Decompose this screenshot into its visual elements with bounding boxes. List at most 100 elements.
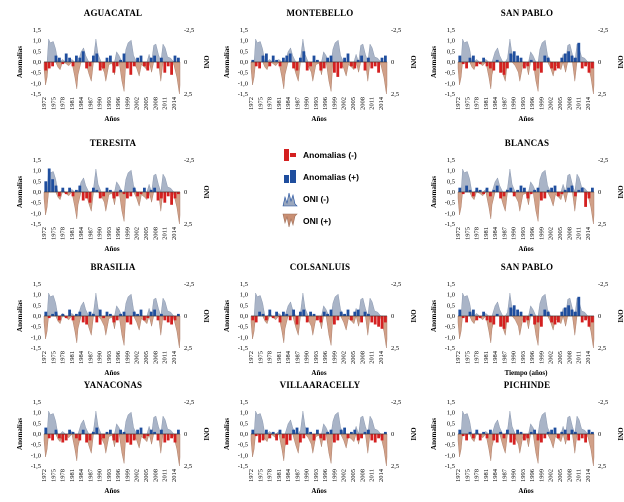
anomaly-bar-negative	[322, 434, 326, 441]
legend-swatch-icon	[282, 213, 298, 228]
anomaly-bar-negative	[478, 434, 482, 441]
x-tick-label: 1990	[511, 351, 518, 364]
x-tick-label: 2011	[576, 351, 583, 364]
anomaly-bar-negative	[275, 434, 278, 441]
anomaly-bar-positive	[265, 53, 268, 62]
anomaly-bar-positive	[543, 309, 547, 316]
y2-tick-label: -2,5	[184, 281, 194, 288]
y-tick-label: 0,0	[33, 59, 41, 66]
anomaly-bar-negative	[492, 316, 496, 325]
y-axis-label: Anomalías	[16, 300, 24, 332]
anomaly-bar-positive	[367, 313, 370, 316]
anomaly-bar-positive	[346, 53, 350, 62]
anomaly-bar-negative	[47, 62, 51, 69]
y-tick-label: 1,5	[240, 399, 248, 406]
x-tick-label: 1984	[492, 226, 499, 240]
chart-panel-7: COLSANLUIS 1,5 1,0 0,5 0,0 -0,5 -1,0 -1,5 Anomal…	[223, 262, 417, 380]
x-tick-label: 2005	[143, 227, 150, 240]
anomaly-bar-negative	[115, 62, 119, 67]
x-tick-label: 2014	[378, 96, 385, 110]
y-tick-label: 0,0	[240, 59, 248, 66]
x-tick-label: 1984	[492, 96, 499, 110]
x-tick-label: 1990	[511, 227, 518, 240]
anomaly-bar-negative	[584, 316, 587, 321]
oni-negative-area	[44, 292, 180, 317]
x-tick-label: 2011	[162, 469, 169, 482]
x-tick-label: 2002	[548, 351, 555, 364]
anomaly-bar-positive	[122, 311, 126, 316]
x-tick-label: 1993	[106, 351, 113, 364]
x-tick-label: 2005	[350, 469, 357, 482]
anomaly-bar-negative	[143, 316, 146, 321]
y2-axis-label: ONI	[202, 185, 210, 199]
anomaly-bar-negative	[166, 62, 170, 67]
anomaly-bar-positive	[577, 42, 581, 62]
anomaly-bar-negative	[529, 192, 533, 195]
x-tick-label: 1978	[60, 469, 67, 482]
anomaly-bar-positive	[132, 311, 136, 316]
chart-title: SAN PABLO	[500, 262, 554, 272]
anomaly-bar-positive	[282, 57, 285, 62]
anomaly-bar-negative	[115, 316, 119, 321]
y2-tick-label: 0	[598, 59, 601, 66]
y-tick-label: 0,0	[447, 313, 455, 320]
chart-title: BLANCAS	[504, 138, 550, 148]
x-tick-label: 1993	[520, 469, 527, 482]
y-tick-label: 1,0	[33, 410, 41, 417]
anomaly-bar-positive	[506, 429, 509, 434]
x-tick-label: 1972	[455, 469, 462, 482]
anomaly-bar-negative	[536, 62, 540, 69]
anomaly-bar-negative	[85, 434, 88, 443]
chart-svg: 1,5 1,0 0,5 0,0 -0,5 -1,0 -1,5 Anomalías -2,5 0 2,…	[16, 281, 210, 377]
anomaly-bar-negative	[44, 62, 48, 71]
legend-label: ONI (+)	[303, 216, 332, 226]
anomaly-bar-positive	[567, 305, 570, 316]
anomaly-bar-negative	[64, 434, 68, 441]
anomaly-bar-positive	[149, 311, 153, 316]
anomaly-bar-positive	[312, 55, 316, 62]
x-tick-label: 1978	[474, 227, 481, 240]
anomaly-bar-positive	[492, 189, 496, 192]
x-tick-label: 2008	[152, 351, 159, 364]
anomaly-bar-negative	[98, 62, 102, 71]
anomaly-bar-negative	[482, 192, 485, 195]
anomaly-bar-negative	[58, 316, 61, 321]
y-tick-label: -1,0	[238, 452, 248, 459]
y2-tick-label: 2,5	[598, 221, 606, 228]
y-tick-label: -1,5	[31, 463, 41, 470]
anomaly-bar-negative	[560, 192, 564, 195]
anomaly-bar-positive	[489, 429, 492, 434]
anomaly-bar-negative	[61, 434, 65, 443]
anomaly-bar-negative	[132, 62, 136, 67]
y-tick-label: 0,0	[33, 431, 41, 438]
anomaly-bar-negative	[557, 62, 560, 69]
x-tick-label: 2011	[576, 97, 583, 110]
y-tick-label: 0,5	[33, 178, 41, 185]
anomaly-bar-negative	[322, 62, 326, 69]
x-tick-label: 1972	[455, 351, 462, 364]
anomaly-bar-negative	[146, 434, 150, 437]
anomaly-bar-negative	[278, 62, 282, 67]
x-tick-label: 1996	[529, 96, 536, 110]
chart-panel-4: TERESITA 1,5 1,0 0,5 0,0 -0,5 -1,0 -1,5 Anomalía…	[16, 138, 210, 256]
anomaly-bar-negative	[146, 192, 150, 199]
anomaly-bar-positive	[78, 311, 82, 316]
anomaly-bar-positive	[529, 431, 533, 434]
anomaly-bar-negative	[64, 192, 68, 195]
anomaly-bar-positive	[109, 55, 112, 62]
anomaly-bar-positive	[68, 187, 71, 192]
anomaly-bar-positive	[71, 431, 75, 434]
x-tick-label: 1996	[322, 350, 329, 364]
anomaly-bar-positive	[64, 53, 68, 62]
anomaly-bar-positive	[292, 309, 295, 316]
anomaly-bar-positive	[475, 429, 479, 434]
anomaly-bar-positive	[536, 187, 540, 192]
anomaly-bar-negative	[254, 434, 258, 437]
x-tick-label: 1981	[69, 351, 76, 364]
anomaly-bar-negative	[533, 62, 536, 71]
anomaly-bar-negative	[61, 62, 65, 65]
legend: Anomalias (-) Anomalias (+) ONI (-) ONI (+)	[282, 146, 402, 238]
x-tick-label: 1993	[520, 227, 527, 240]
anomaly-bar-negative	[587, 192, 591, 199]
y2-tick-label: -2,5	[598, 157, 608, 164]
